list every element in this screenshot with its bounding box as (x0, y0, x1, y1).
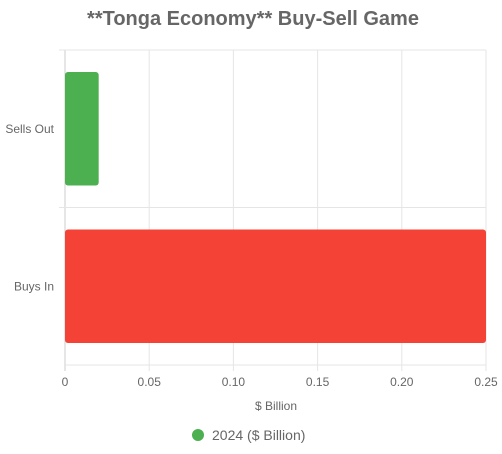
x-tick-label: 0.15 (306, 375, 330, 389)
legend-swatch (192, 429, 204, 441)
x-tick-label: 0.25 (474, 375, 498, 389)
y-tick-labels: Sells Out Buys In (5, 122, 54, 294)
legend[interactable]: 2024 ($ Billion) (192, 427, 305, 443)
bars (65, 72, 486, 343)
x-axis-label: $ Billion (255, 399, 297, 413)
y-tick-label: Buys In (14, 279, 54, 293)
grid (59, 49, 487, 371)
x-tick-label: 0.10 (222, 375, 246, 389)
bar-sells-out[interactable] (65, 72, 99, 186)
legend-label: 2024 ($ Billion) (212, 427, 305, 443)
chart-title: **Tonga Economy** Buy-Sell Game (87, 8, 419, 30)
bar-buys-in[interactable] (65, 229, 486, 343)
x-tick-label: 0.05 (138, 375, 162, 389)
x-tick-label: 0 (62, 375, 69, 389)
y-tick-label: Sells Out (5, 122, 54, 136)
x-tick-label: 0.20 (390, 375, 414, 389)
x-tick-labels: 0 0.05 0.10 0.15 0.20 0.25 (62, 375, 498, 389)
